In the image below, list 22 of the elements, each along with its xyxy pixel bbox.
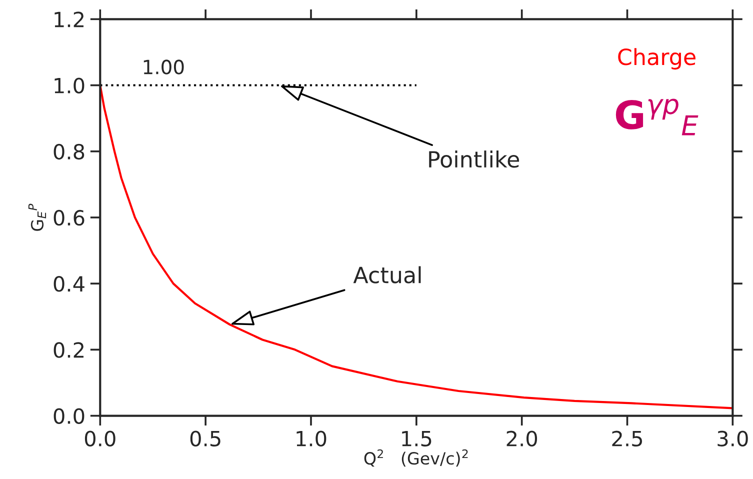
x-tick-label: 0.0 <box>84 430 116 446</box>
y-tick-label: 0.4 <box>54 276 84 292</box>
annotation: Actual <box>353 266 421 284</box>
x-tick-label: 3.0 <box>718 430 748 446</box>
x-tick-label: 1.5 <box>402 430 432 446</box>
y-tick-label: 0.8 <box>54 144 84 160</box>
y-tick-label: 0.2 <box>54 342 84 358</box>
y-tick-label: 1.2 <box>54 12 84 28</box>
line-series <box>100 84 733 410</box>
annotation: 1.00 <box>144 60 184 74</box>
annotation: G$^{γp}$$_{E}$ <box>616 98 698 136</box>
y-tick-label: 0.6 <box>54 210 84 226</box>
y-axis-title: G$_{E}$$^{P}$ <box>28 204 46 231</box>
text: Q$^{2}$ (Gev/c)$^{2}$ <box>364 449 468 467</box>
annotation: Pointlike <box>429 150 520 168</box>
x-tick-label: 2.5 <box>612 430 642 446</box>
x-tick-label: 0.5 <box>190 430 220 446</box>
y-tick-label: 1.0 <box>54 78 84 94</box>
x-tick-label: 2.0 <box>506 430 538 446</box>
x-tick-label: 1.0 <box>296 430 326 446</box>
annotation: Charge <box>618 48 696 70</box>
y-tick-label: 0.0 <box>54 408 84 424</box>
